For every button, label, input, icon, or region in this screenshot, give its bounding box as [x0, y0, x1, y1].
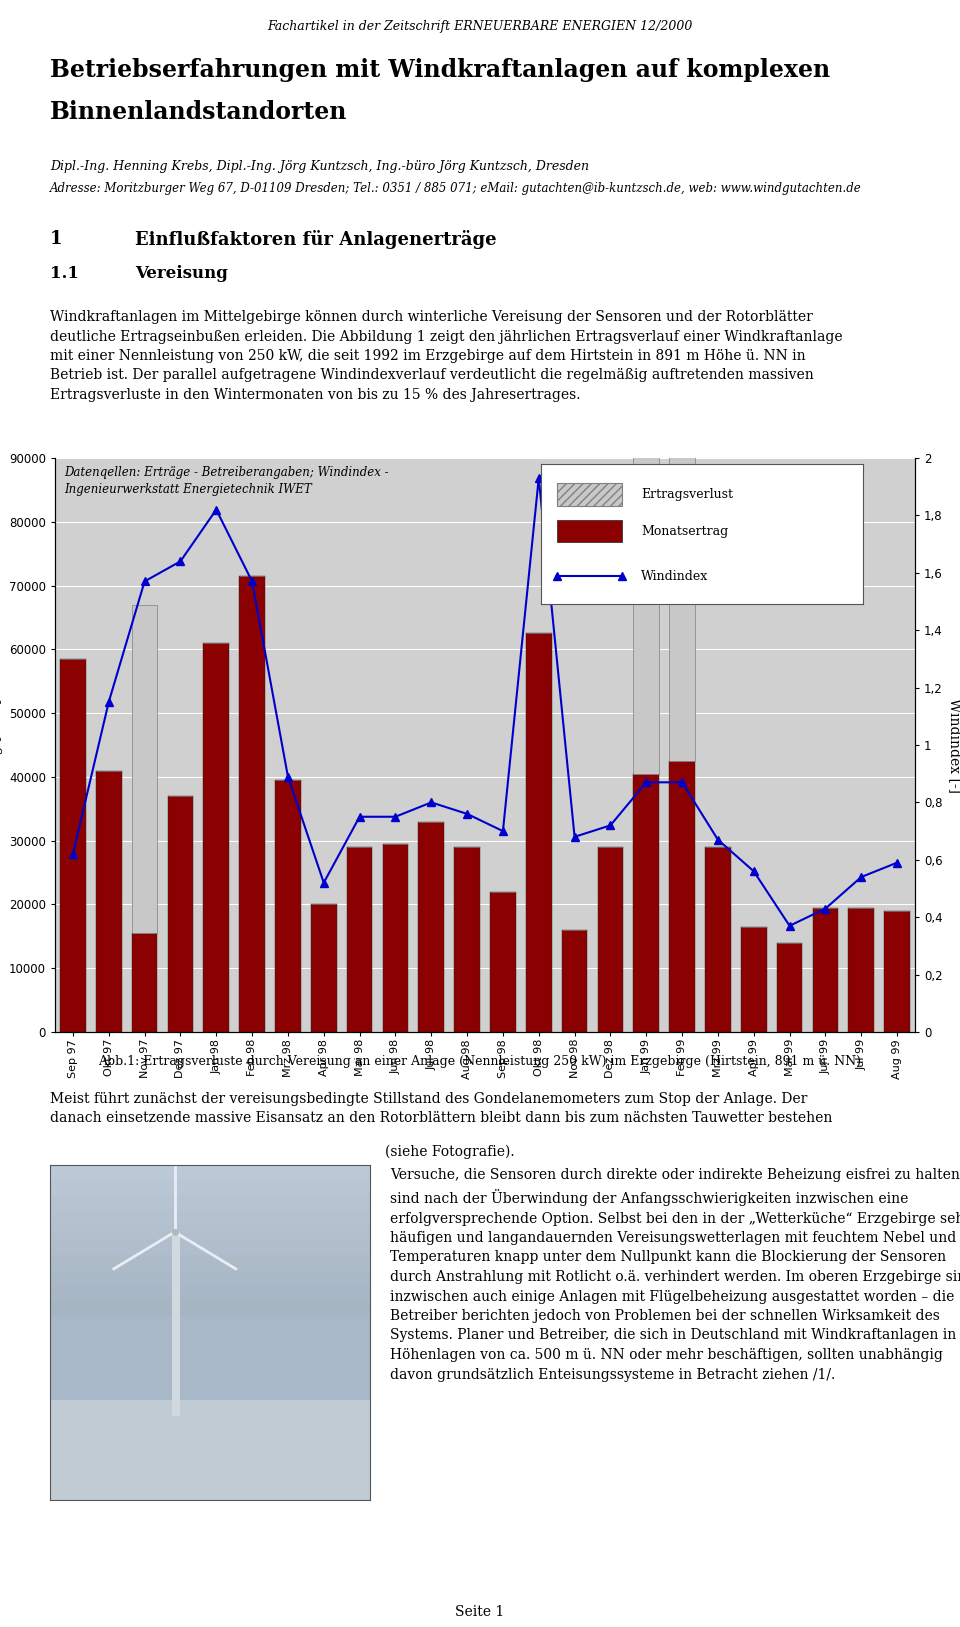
- Bar: [597, 848, 623, 1032]
- Bar: [741, 927, 767, 1032]
- Bar: [204, 643, 229, 1032]
- Bar: [562, 931, 588, 1032]
- Bar: [50, 1196, 370, 1210]
- Bar: [239, 576, 265, 1032]
- Text: (siehe Fotografie).: (siehe Fotografie).: [385, 1145, 515, 1160]
- Text: Monatsertrag: Monatsertrag: [641, 526, 728, 539]
- Bar: [50, 1240, 370, 1256]
- Bar: [849, 908, 875, 1032]
- Bar: [132, 605, 157, 934]
- Bar: [50, 1256, 370, 1271]
- Text: Adresse: Moritzburger Weg 67, D-01109 Dresden; Tel.: 0351 / 885 071; eMail: guta: Adresse: Moritzburger Weg 67, D-01109 Dr…: [50, 182, 862, 195]
- Bar: [50, 1285, 370, 1300]
- Text: Dipl.-Ing. Henning Krebs, Dipl.-Ing. Jörg Kuntzsch, Ing.-büro Jörg Kuntzsch, Dre: Dipl.-Ing. Henning Krebs, Dipl.-Ing. Jör…: [50, 159, 589, 172]
- Bar: [275, 779, 300, 1032]
- Bar: [50, 1225, 370, 1240]
- Bar: [50, 1210, 370, 1225]
- Bar: [669, 397, 695, 761]
- Bar: [50, 1165, 370, 1180]
- Bar: [490, 892, 516, 1032]
- Bar: [454, 848, 480, 1032]
- Y-axis label: Ertrag [kWh]: Ertrag [kWh]: [0, 698, 4, 792]
- Bar: [347, 848, 372, 1032]
- Bar: [884, 911, 910, 1032]
- Text: Betriebserfahrungen mit Windkraftanlagen auf komplexen: Betriebserfahrungen mit Windkraftanlagen…: [50, 59, 830, 81]
- Y-axis label: Windindex [-]: Windindex [-]: [948, 698, 960, 792]
- Bar: [382, 844, 408, 1032]
- Bar: [705, 848, 731, 1032]
- Text: Datenqellen: Erträge - Betreiberangaben; Windindex -
Ingenieurwerkstatt Energiet: Datenqellen: Erträge - Betreiberangaben;…: [64, 465, 389, 496]
- Bar: [50, 1271, 370, 1285]
- Text: Fachartikel in der Zeitschrift ERNEUERBARE ENERGIEN 12/2000: Fachartikel in der Zeitschrift ERNEUERBA…: [267, 20, 693, 33]
- Bar: [812, 908, 838, 1032]
- Text: Meist führt zunächst der vereisungsbedingte Stillstand des Gondelanemometers zum: Meist führt zunächst der vereisungsbedin…: [50, 1092, 832, 1126]
- Bar: [526, 633, 552, 1032]
- Bar: [557, 521, 621, 542]
- Bar: [50, 1399, 370, 1500]
- Bar: [669, 761, 695, 1032]
- Text: Binnenlandstandorten: Binnenlandstandorten: [50, 99, 348, 124]
- Text: Abb.1: Ertragsverluste durch Vereisung an einer Anlage (Nennleistung 250 kW) im : Abb.1: Ertragsverluste durch Vereisung a…: [99, 1054, 861, 1067]
- Bar: [777, 942, 803, 1032]
- Bar: [172, 1232, 180, 1415]
- Text: Einflußfaktoren für Anlagenerträge: Einflußfaktoren für Anlagenerträge: [135, 229, 496, 249]
- Text: Windkraftanlagen im Mittelgebirge können durch winterliche Vereisung der Sensore: Windkraftanlagen im Mittelgebirge können…: [50, 311, 843, 402]
- Text: Seite 1: Seite 1: [455, 1604, 505, 1619]
- Bar: [557, 483, 621, 506]
- Bar: [634, 774, 660, 1032]
- Bar: [50, 1180, 370, 1196]
- Bar: [132, 934, 157, 1032]
- Bar: [311, 905, 337, 1032]
- Bar: [50, 1300, 370, 1316]
- Text: 1.1: 1.1: [50, 265, 79, 281]
- Text: Vereisung: Vereisung: [135, 265, 228, 281]
- Bar: [634, 413, 660, 774]
- Text: 1: 1: [50, 229, 62, 247]
- Bar: [167, 796, 193, 1032]
- Text: Versuche, die Sensoren durch direkte oder indirekte Beheizung eisfrei zu halten,: Versuche, die Sensoren durch direkte ode…: [390, 1168, 960, 1381]
- Text: Windindex: Windindex: [641, 569, 708, 582]
- Bar: [96, 771, 122, 1032]
- Text: Ertragsverlust: Ertragsverlust: [641, 488, 732, 501]
- Bar: [419, 822, 444, 1032]
- Bar: [60, 659, 85, 1032]
